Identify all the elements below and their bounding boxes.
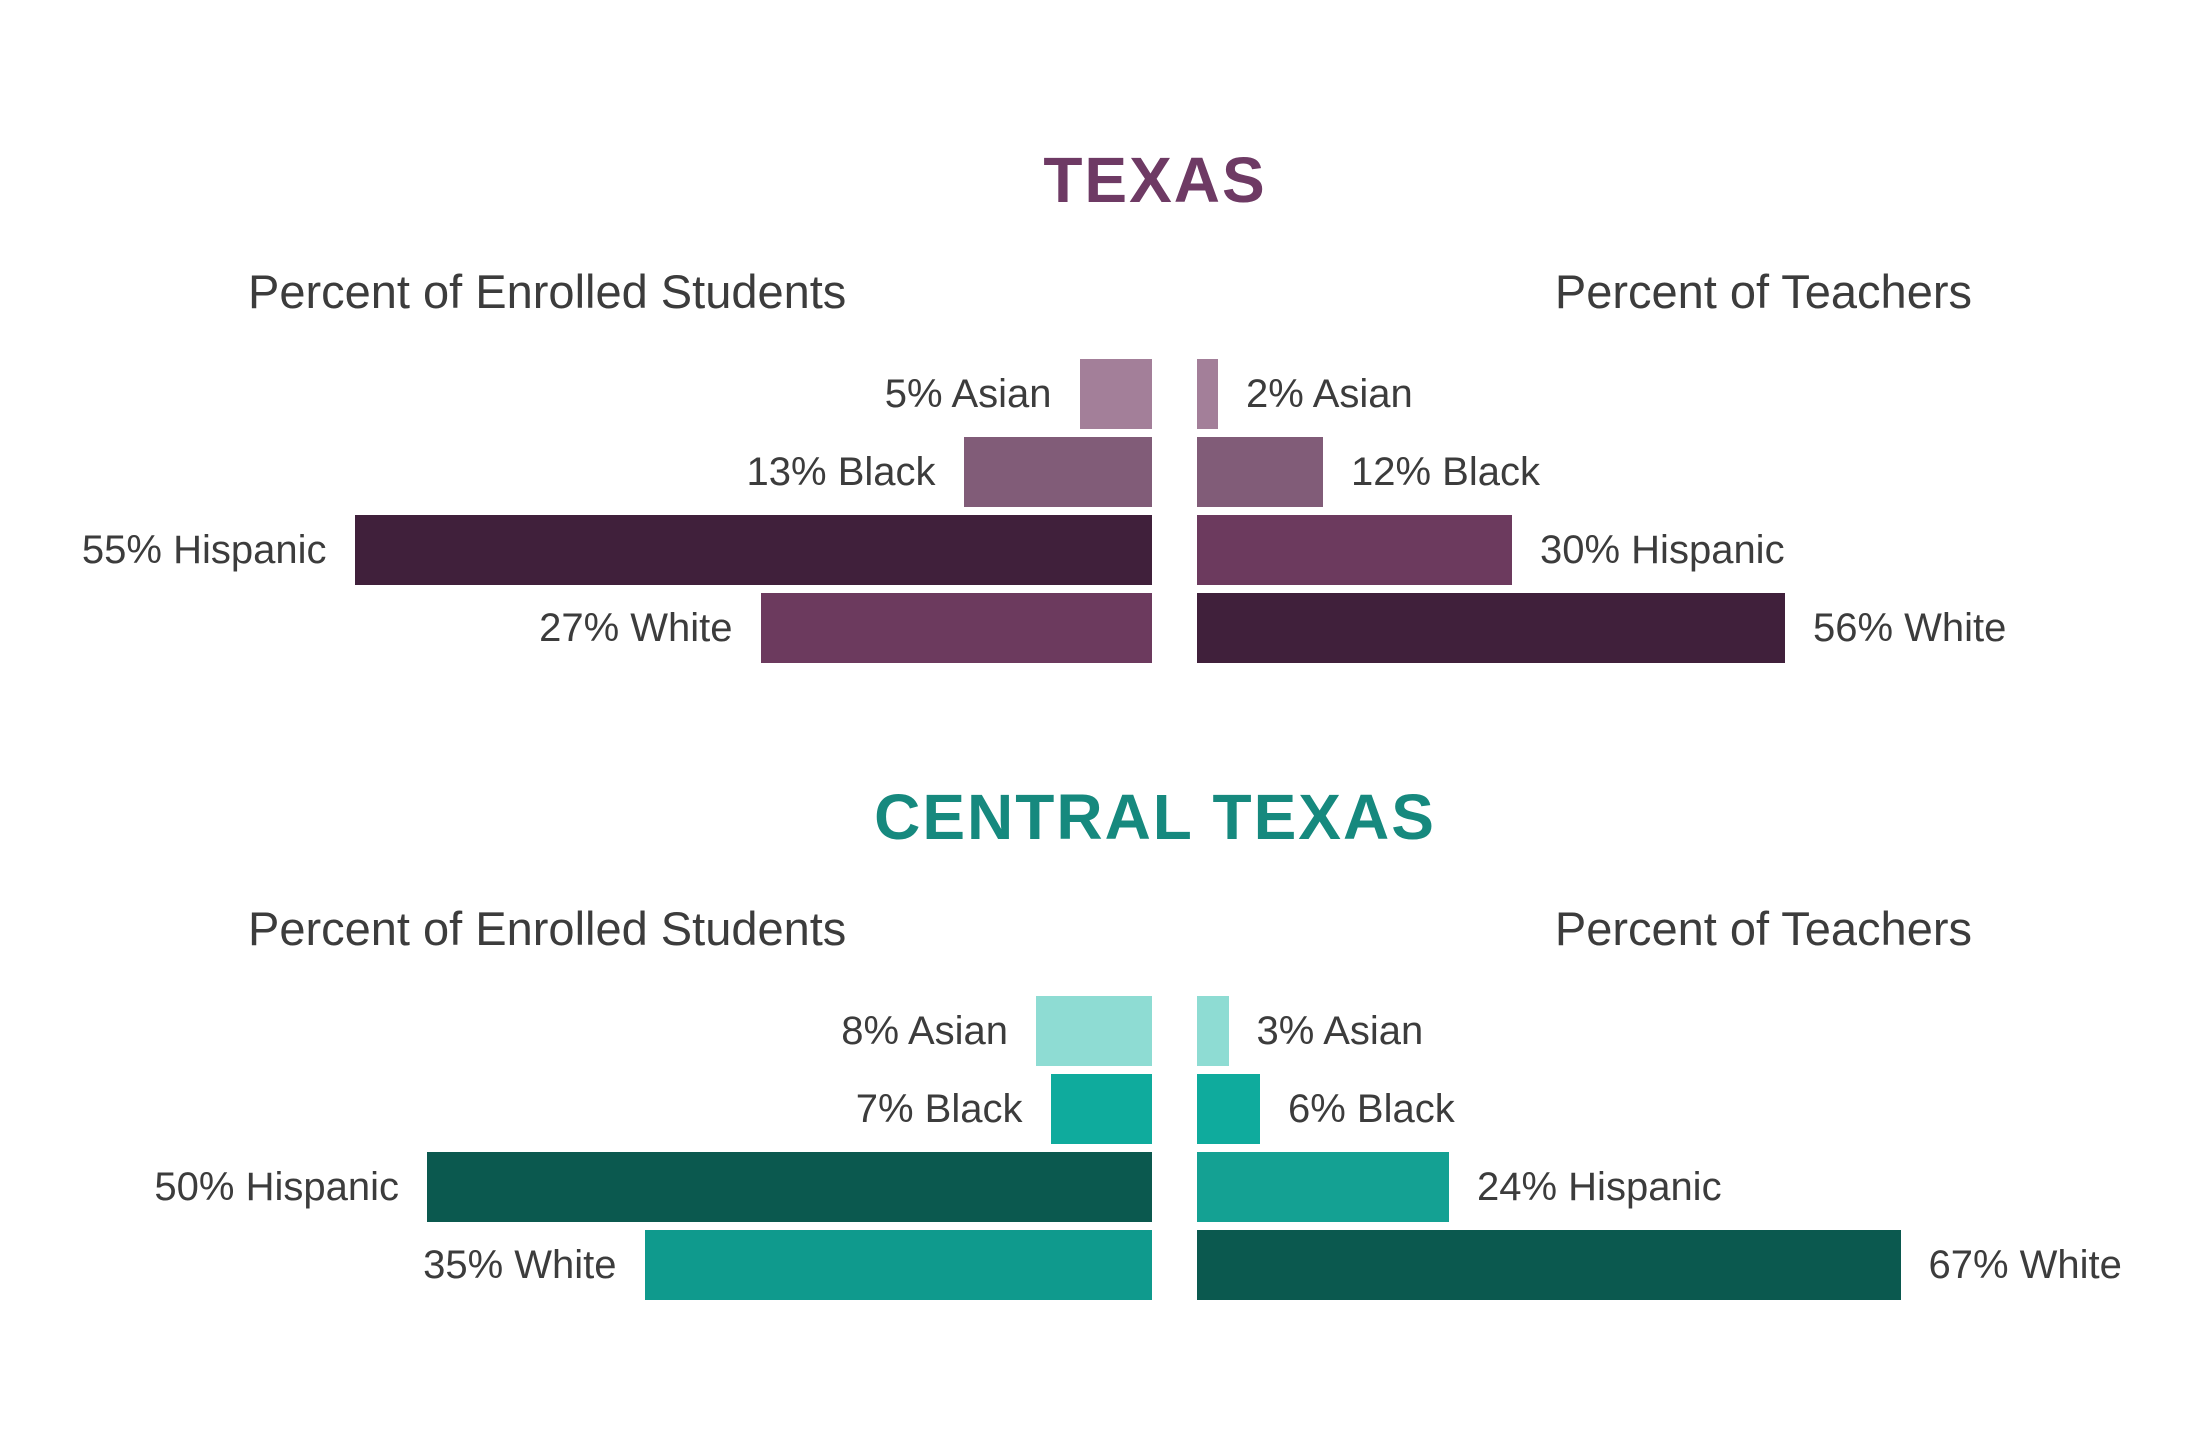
students-side: 35% White [0, 1230, 1152, 1300]
student-bar-label: 50% Hispanic [154, 1165, 399, 1209]
teachers-side: 24% Hispanic [1197, 1152, 2200, 1222]
teacher-bar [1197, 1074, 1260, 1144]
teachers-side: 2% Asian [1197, 359, 2200, 429]
bar-row-hispanic: 50% Hispanic 24% Hispanic [0, 1152, 2200, 1222]
central-texas-bar-rows: 8% Asian 3% Asian 7% Black 6% Black 50% [0, 996, 2200, 1300]
students-side: 50% Hispanic [0, 1152, 1152, 1222]
teacher-bar [1197, 1152, 1449, 1222]
center-axis-gap [1152, 515, 1197, 585]
teacher-bar [1197, 593, 1785, 663]
teachers-side: 3% Asian [1197, 996, 2200, 1066]
bar-row-black: 7% Black 6% Black [0, 1074, 2200, 1144]
texas-bar-rows: 5% Asian 2% Asian 13% Black 12% Black 55 [0, 359, 2200, 663]
students-side: 7% Black [0, 1074, 1152, 1144]
students-side: 13% Black [0, 437, 1152, 507]
teachers-column-header: Percent of Teachers [1554, 902, 1972, 955]
bar-row-white: 27% White 56% White [0, 593, 2200, 663]
center-axis-gap [1152, 996, 1197, 1066]
teacher-bar [1197, 515, 1512, 585]
student-bar [760, 593, 1152, 663]
teacher-bar-label: 6% Black [1288, 1087, 1455, 1131]
student-bar [963, 437, 1152, 507]
teachers-side: 12% Black [1197, 437, 2200, 507]
texas-chart: TEXAS Percent of Enrolled Students Perce… [0, 0, 2200, 663]
teacher-bar [1197, 996, 1229, 1066]
bar-row-asian: 5% Asian 2% Asian [0, 359, 2200, 429]
teachers-side: 67% White [1197, 1230, 2200, 1300]
students-side: 5% Asian [0, 359, 1152, 429]
teacher-bar [1197, 437, 1323, 507]
teachers-column-header: Percent of Teachers [1554, 265, 1972, 318]
texas-chart-title: TEXAS [1043, 144, 1267, 216]
student-bar [644, 1230, 1152, 1300]
student-bar-label: 7% Black [855, 1087, 1023, 1131]
teacher-bar-label: 2% Asian [1246, 372, 1413, 416]
teachers-side: 30% Hispanic [1197, 515, 2200, 585]
center-axis-gap [1152, 1074, 1197, 1144]
student-bar-label: 35% White [423, 1243, 617, 1287]
student-bar-label: 8% Asian [841, 1009, 1008, 1053]
central-texas-chart-title: CENTRAL TEXAS [874, 781, 1436, 853]
teachers-side: 56% White [1197, 593, 2200, 663]
student-bar-label: 27% White [539, 606, 733, 650]
central-texas-column-headers: Percent of Enrolled Students Percent of … [0, 905, 2200, 952]
student-bar [1050, 1074, 1152, 1144]
texas-column-headers: Percent of Enrolled Students Percent of … [0, 268, 2200, 315]
teacher-bar-label: 24% Hispanic [1477, 1165, 1722, 1209]
center-axis-gap [1152, 1230, 1197, 1300]
teacher-bar [1197, 359, 1218, 429]
bar-row-hispanic: 55% Hispanic 30% Hispanic [0, 515, 2200, 585]
student-bar [427, 1152, 1152, 1222]
bar-row-black: 13% Black 12% Black [0, 437, 2200, 507]
student-bar [1079, 359, 1152, 429]
bar-row-asian: 8% Asian 3% Asian [0, 996, 2200, 1066]
students-side: 55% Hispanic [0, 515, 1152, 585]
student-bar [354, 515, 1152, 585]
student-bar-label: 55% Hispanic [81, 528, 327, 572]
center-axis-gap [1152, 359, 1197, 429]
teacher-bar-label: 30% Hispanic [1540, 528, 1785, 572]
student-bar-label: 5% Asian [884, 372, 1052, 416]
students-column-header: Percent of Enrolled Students [248, 265, 847, 318]
center-axis-gap [1152, 437, 1197, 507]
students-side: 27% White [0, 593, 1152, 663]
student-bar-label: 13% Black [746, 450, 936, 494]
center-axis-gap [1152, 1152, 1197, 1222]
teacher-bar-label: 67% White [1928, 1243, 2122, 1287]
teachers-side: 6% Black [1197, 1074, 2200, 1144]
teacher-bar-label: 12% Black [1351, 450, 1540, 494]
teacher-bar-label: 3% Asian [1256, 1009, 1424, 1053]
bar-row-white: 35% White 67% White [0, 1230, 2200, 1300]
teacher-bar [1197, 1230, 1901, 1300]
central-texas-chart: CENTRAL TEXAS Percent of Enrolled Studen… [0, 663, 2200, 1300]
students-side: 8% Asian [0, 996, 1152, 1066]
teacher-bar-label: 56% White [1813, 606, 2007, 650]
center-axis-gap [1152, 593, 1197, 663]
student-bar [1036, 996, 1152, 1066]
students-column-header: Percent of Enrolled Students [248, 902, 847, 955]
